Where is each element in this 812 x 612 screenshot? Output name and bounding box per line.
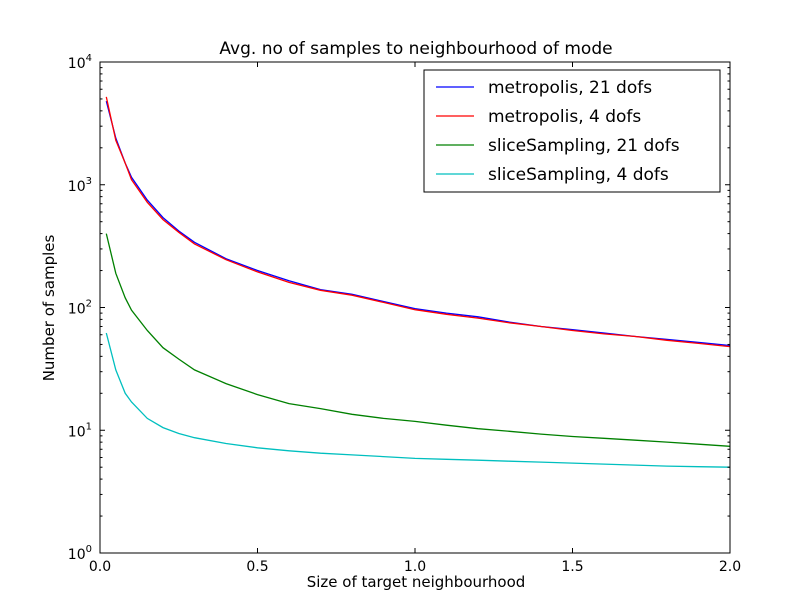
y-axis-label: Number of samples — [40, 235, 58, 382]
x-tick-label: 1.5 — [561, 559, 583, 575]
legend-label: metropolis, 4 dofs — [488, 107, 641, 127]
legend-box — [423, 69, 721, 193]
y-tick-label: 104 — [68, 53, 92, 72]
y-tick-label: 102 — [68, 299, 92, 318]
y-tick-label: 101 — [68, 421, 92, 440]
x-axis-label: Size of target neighbourhood — [307, 573, 526, 591]
legend-label: sliceSampling, 21 dofs — [488, 136, 680, 156]
series-line-3 — [105, 332, 731, 468]
y-axis-ticks: 100 101 102 103 104 — [68, 53, 730, 563]
legend: metropolis, 21 dofs metropolis, 4 dofs sli… — [423, 69, 721, 193]
y-tick-label: 103 — [68, 176, 92, 195]
series-line-0 — [105, 100, 731, 347]
x-tick-label: 2.0 — [719, 559, 741, 575]
legend-label: sliceSampling, 4 dofs — [488, 165, 669, 185]
series-line-2 — [105, 233, 731, 447]
chart-title: Avg. no of samples to neighbourhood of m… — [219, 39, 612, 59]
x-tick-label: 1.0 — [404, 559, 426, 575]
legend-label: metropolis, 21 dofs — [488, 78, 652, 98]
x-axis-ticks: 0.0 0.5 1.0 1.5 2.0 — [89, 62, 741, 575]
y-tick-label: 100 — [68, 544, 92, 563]
plot-lines — [105, 96, 731, 468]
series-line-1 — [105, 96, 731, 348]
x-tick-label: 0.0 — [89, 559, 111, 575]
x-tick-label: 0.5 — [246, 559, 268, 575]
